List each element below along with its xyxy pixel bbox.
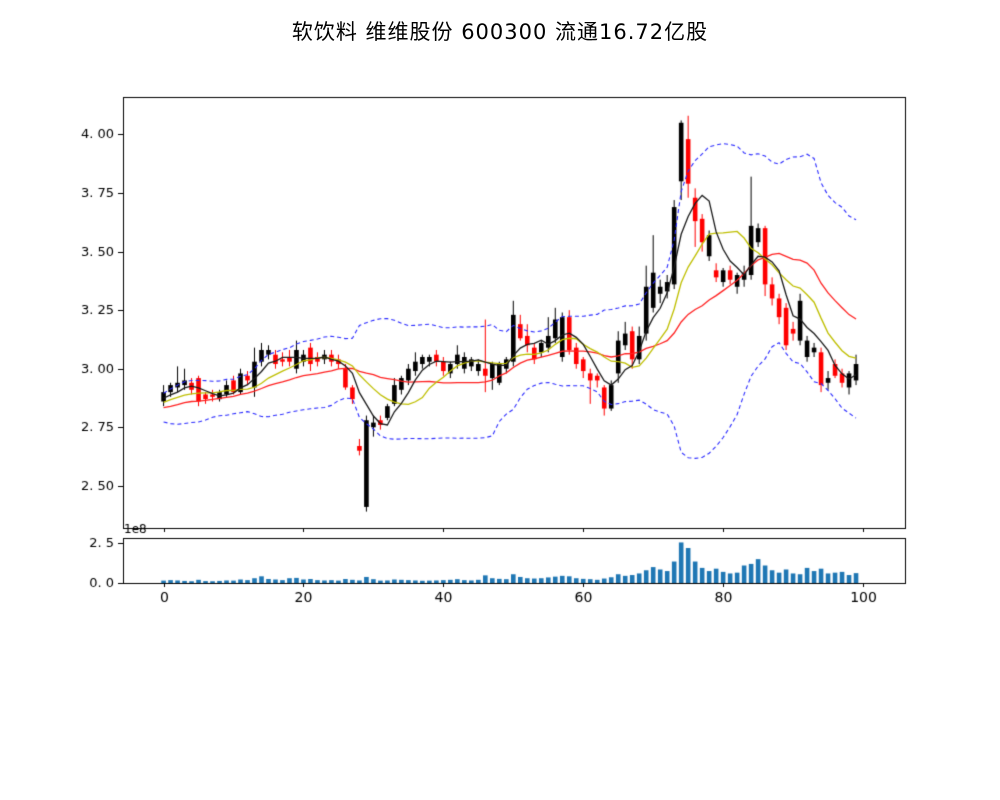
chart-title: 软饮料 维维股份 600300 流通16.72亿股 [291,20,709,44]
